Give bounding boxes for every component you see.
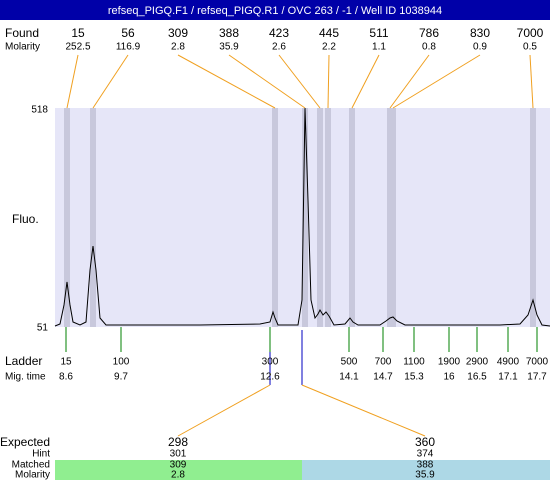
found-molarity: 0.8 bbox=[422, 42, 436, 53]
hint-label: Hint bbox=[32, 449, 50, 460]
found-molarity: 2.2 bbox=[322, 42, 336, 53]
ladder-time: 12.6 bbox=[260, 372, 280, 383]
ladder-size: 15 bbox=[60, 357, 72, 368]
found-size: 7000 bbox=[517, 26, 544, 40]
ladder-size: 2900 bbox=[466, 357, 489, 368]
ladder-time: 15.3 bbox=[404, 372, 424, 383]
peak-bands bbox=[64, 108, 536, 327]
ladder-time: 9.7 bbox=[114, 372, 128, 383]
molarity-label: Molarity bbox=[15, 470, 50, 480]
ladder-time: 17.1 bbox=[498, 372, 518, 383]
connector bbox=[177, 384, 271, 437]
found-size: 786 bbox=[419, 26, 439, 40]
connector bbox=[228, 54, 306, 109]
peak-band bbox=[302, 108, 308, 327]
peak-band bbox=[90, 108, 96, 327]
peak-band bbox=[325, 108, 331, 327]
ladder-time: 16.5 bbox=[467, 372, 487, 383]
peak-band bbox=[272, 108, 278, 327]
y-top: 518 bbox=[31, 105, 48, 116]
connector bbox=[92, 54, 129, 109]
connector bbox=[529, 54, 534, 109]
ladder-time: 14.7 bbox=[373, 372, 393, 383]
ladder-size: 100 bbox=[113, 357, 130, 368]
ladder-size: 7000 bbox=[526, 357, 549, 368]
found-label: Found bbox=[5, 26, 39, 40]
found-size: 511 bbox=[369, 26, 388, 40]
ladder-time: 17.7 bbox=[527, 372, 547, 383]
ladder-size: 4900 bbox=[497, 357, 520, 368]
expected-label: Expected bbox=[0, 435, 50, 449]
found-molarity: 252.5 bbox=[65, 42, 90, 53]
expected-size: 298 bbox=[168, 435, 188, 449]
found-molarity: 2.8 bbox=[171, 42, 185, 53]
ladder-time: 16 bbox=[443, 372, 455, 383]
found-size: 830 bbox=[470, 26, 490, 40]
peak-band bbox=[317, 108, 323, 327]
trace bbox=[54, 107, 550, 327]
y-label: Fluo. bbox=[12, 212, 39, 226]
found-molarity: 0.9 bbox=[473, 42, 487, 53]
ladder-size: 500 bbox=[341, 357, 358, 368]
connector bbox=[301, 384, 426, 437]
matched-bar bbox=[302, 460, 550, 480]
connector bbox=[389, 54, 430, 109]
matched-bar bbox=[55, 460, 302, 480]
found-molarity: 0.5 bbox=[523, 42, 537, 53]
peak-band bbox=[64, 108, 70, 327]
y-bottom: 51 bbox=[37, 323, 49, 334]
connector bbox=[327, 54, 330, 109]
title-bar bbox=[0, 0, 550, 20]
connector bbox=[351, 54, 380, 109]
found-size: 56 bbox=[121, 26, 135, 40]
found-molarity: 35.9 bbox=[219, 42, 239, 53]
expected-size: 360 bbox=[415, 435, 435, 449]
matched: 309 bbox=[170, 460, 187, 471]
matched-label: Matched bbox=[12, 460, 50, 471]
connector bbox=[392, 54, 481, 109]
ladder-time: 14.1 bbox=[339, 372, 359, 383]
found-size: 309 bbox=[168, 26, 188, 40]
ladder-time: 8.6 bbox=[59, 372, 73, 383]
ladder-label: Ladder bbox=[5, 354, 42, 368]
found-size: 388 bbox=[219, 26, 239, 40]
peak-band bbox=[390, 108, 396, 327]
hint: 301 bbox=[170, 449, 187, 460]
matched: 388 bbox=[417, 460, 434, 471]
found-molarity: 2.6 bbox=[272, 42, 286, 53]
connector bbox=[66, 54, 79, 109]
time-label: Mig. time bbox=[5, 372, 46, 383]
ladder-size: 1100 bbox=[403, 357, 425, 368]
found-size: 445 bbox=[319, 26, 339, 40]
connector bbox=[278, 54, 321, 109]
title: refseq_PIGQ.F1 / refseq_PIGQ.R1 / OVC 26… bbox=[108, 5, 442, 17]
molarity: 2.8 bbox=[171, 470, 185, 480]
ladder-size: 1900 bbox=[438, 357, 461, 368]
peak-band bbox=[349, 108, 355, 327]
ladder-size: 700 bbox=[375, 357, 392, 368]
ladder-size: 300 bbox=[262, 357, 279, 368]
found-molarity: 116.9 bbox=[116, 42, 141, 53]
found-size: 423 bbox=[269, 26, 289, 40]
hint: 374 bbox=[417, 449, 434, 460]
found-molarity: 1.1 bbox=[372, 42, 386, 53]
molarity: 35.9 bbox=[415, 470, 435, 480]
peak-band bbox=[530, 108, 536, 327]
found-size: 15 bbox=[71, 26, 85, 40]
molarity-label: Molarity bbox=[5, 42, 40, 53]
connector bbox=[177, 54, 276, 109]
